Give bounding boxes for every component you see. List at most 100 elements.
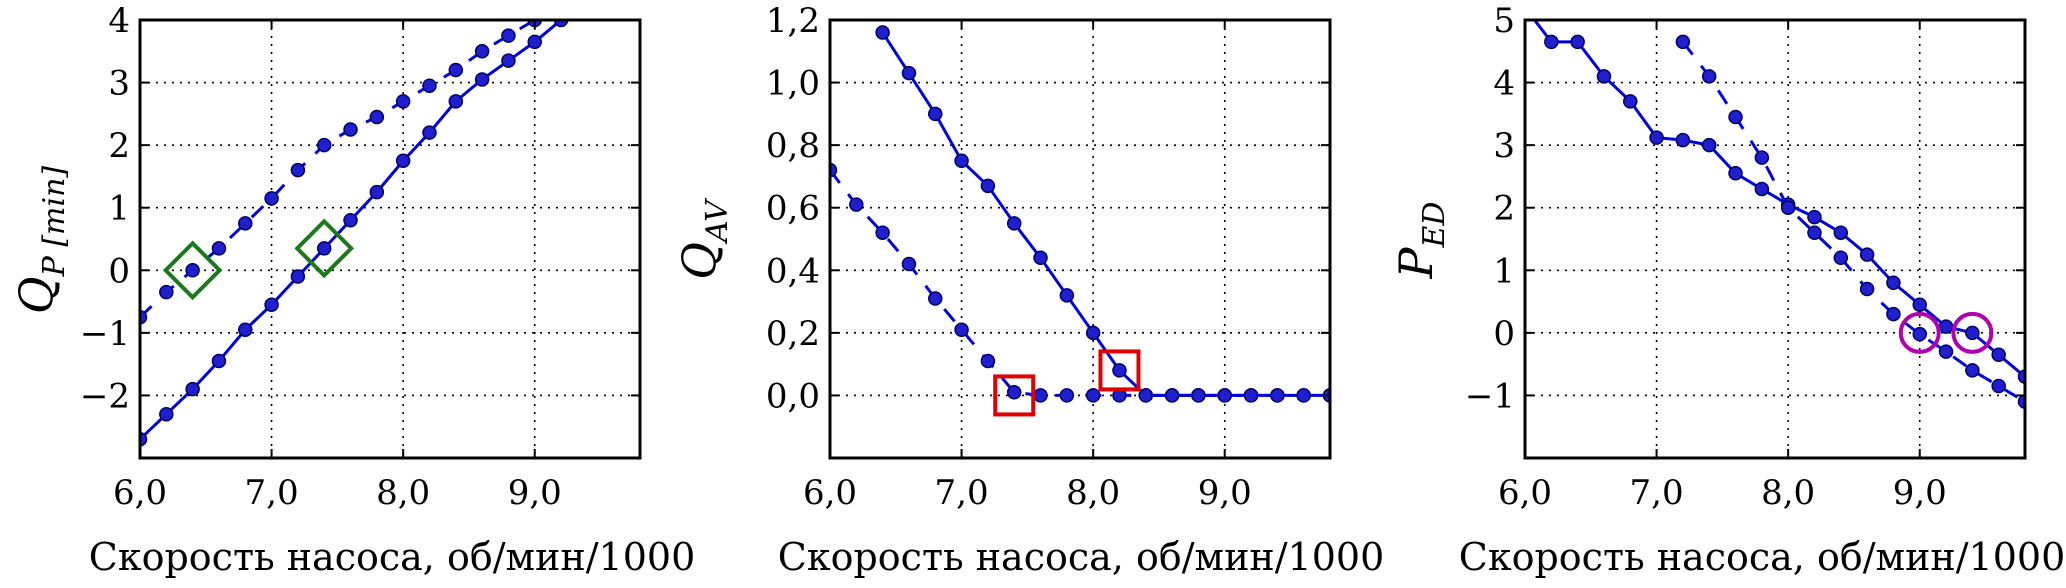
- data-point: [553, 20, 569, 28]
- data-point: [1859, 281, 1875, 297]
- data-point: [316, 241, 332, 256]
- y-tick-label: 3: [108, 64, 130, 104]
- y-tick-label: 4: [108, 1, 130, 41]
- highlight-square-marker: [993, 374, 1036, 417]
- highlight-diamond-marker: [162, 240, 223, 301]
- data-point: [1701, 69, 1717, 84]
- data-point: [1807, 225, 1822, 240]
- y-tick-label: −1: [80, 314, 130, 354]
- y-tick-label: 0,6: [766, 189, 820, 229]
- data-point: [1938, 344, 1954, 359]
- data-point: [1544, 34, 1559, 50]
- data-point: [264, 191, 279, 206]
- x-axis-label: Скорость насоса, об/мин/1000: [89, 535, 696, 579]
- y-tick-label: 4: [1493, 64, 1515, 104]
- data-point: [1296, 388, 1311, 403]
- y-tick-label: 0: [1493, 314, 1515, 354]
- data-point: [448, 62, 464, 78]
- data-point: [527, 34, 542, 50]
- data-point: [1059, 388, 1075, 403]
- data-point: [875, 25, 890, 40]
- y-tick-label: 1: [1493, 251, 1515, 291]
- x-axis-label: Скорость насоса, об/мин/1000: [778, 535, 1385, 579]
- y-tick-label: 1,2: [766, 1, 820, 41]
- data-point: [1859, 247, 1875, 262]
- series-line-solid: [881, 31, 1330, 397]
- data-point: [501, 53, 516, 68]
- data-point: [1059, 288, 1075, 303]
- data-point: [1519, 1, 1532, 14]
- highlight-diamond-marker: [294, 218, 355, 279]
- y-tick-label: 0,8: [766, 126, 820, 166]
- data-point: [1912, 326, 1927, 342]
- data-point: [1623, 94, 1638, 109]
- data-point: [1754, 181, 1770, 197]
- x-tick-label: 9,0: [1198, 473, 1252, 513]
- y-tick-label: 2: [1493, 189, 1515, 229]
- data-point: [185, 381, 200, 397]
- data-point: [1191, 388, 1206, 403]
- data-point: [1033, 388, 1048, 403]
- y-tick-label: −1: [1465, 376, 1515, 416]
- data-point: [1886, 275, 1901, 291]
- data-point: [1833, 225, 1849, 240]
- data-point: [1886, 306, 1901, 322]
- chart-panel-p-ed: PED Скорость насоса, об/мин/1000 6,0 7,0 8…: [1389, 1, 2065, 579]
- data-point: [2017, 394, 2025, 409]
- data-point: [1006, 216, 1022, 231]
- x-tick-label: 7,0: [935, 473, 989, 513]
- series-line-solid: [140, 20, 563, 441]
- data-point: [980, 178, 996, 194]
- series-line-dashed: [1681, 40, 2025, 403]
- data-point: [474, 44, 490, 59]
- data-point: [1596, 69, 1612, 84]
- x-tick-label: 6,0: [1498, 473, 1552, 513]
- y-tick-label: 0,4: [766, 251, 820, 291]
- data-point: [1965, 363, 1980, 378]
- y-tick-label: 0: [108, 251, 130, 291]
- highlight-circle-marker: [1898, 311, 1941, 354]
- x-tick-label: 6,0: [803, 473, 857, 513]
- data-point: [211, 353, 227, 369]
- data-point: [928, 106, 943, 122]
- highlight-square-marker: [1098, 349, 1141, 392]
- data-point: [1701, 137, 1717, 153]
- data-point: [1728, 109, 1743, 125]
- x-tick-label: 8,0: [376, 473, 430, 513]
- data-point: [343, 122, 358, 137]
- data-point: [159, 406, 174, 422]
- data-point: [474, 72, 490, 87]
- data-point: [1270, 388, 1285, 403]
- series-line-dashed: [140, 20, 536, 319]
- data-point: [1675, 34, 1691, 50]
- data-point: [395, 94, 411, 109]
- x-tick-label: 9,0: [1893, 473, 1947, 513]
- series-line-dashed: [830, 169, 1330, 397]
- x-tick-label: 9,0: [508, 473, 562, 513]
- data-point: [1991, 347, 2006, 363]
- data-point: [140, 309, 148, 325]
- data-point: [1570, 34, 1585, 50]
- plot-area: [1519, 1, 2025, 409]
- data-point: [290, 162, 306, 178]
- axes-frame: [828, 18, 1332, 460]
- data-point: [1675, 132, 1691, 148]
- data-point: [369, 109, 385, 125]
- y-tick-label: −2: [80, 376, 130, 416]
- data-point: [159, 284, 174, 300]
- data-point: [1728, 166, 1743, 181]
- data-point: [901, 65, 917, 81]
- data-point: [290, 269, 306, 284]
- x-tick-label: 7,0: [1630, 473, 1684, 513]
- data-point: [264, 297, 279, 312]
- data-point: [1085, 388, 1101, 403]
- axes-frame: [138, 18, 642, 460]
- data-point: [875, 225, 890, 240]
- y-tick-label: 1,0: [766, 64, 820, 104]
- y-axis-label: QAV: [672, 197, 735, 280]
- data-point: [1754, 150, 1770, 165]
- data-point: [316, 137, 332, 153]
- data-point: [1033, 250, 1048, 266]
- axes-frame: [1523, 18, 2027, 460]
